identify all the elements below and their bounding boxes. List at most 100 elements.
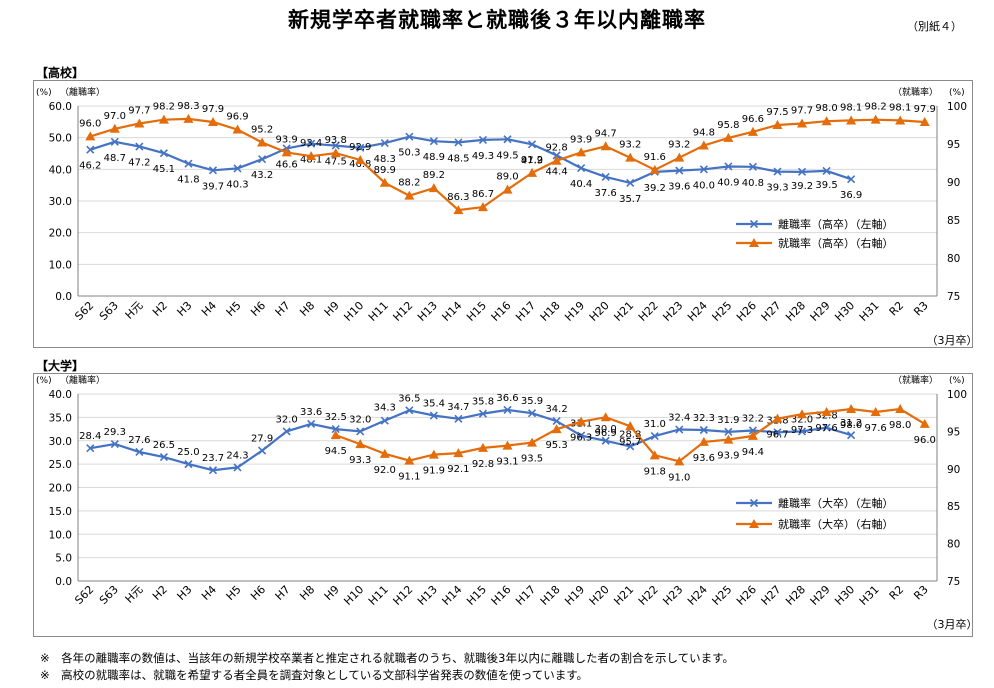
- x-tick-label: R2: [887, 299, 907, 319]
- series-point-0: [724, 162, 733, 171]
- x-tick-label: H23: [660, 299, 685, 324]
- series-point-0: [503, 405, 512, 414]
- data-label: 91.8: [644, 466, 666, 477]
- data-label: 97.5: [766, 107, 788, 118]
- series-point-0: [307, 139, 316, 148]
- y-right-axis-label: （就職率）: [893, 86, 938, 98]
- series-point-1: [134, 118, 145, 128]
- data-label: 93.2: [668, 140, 690, 151]
- x-tick-label: H7: [273, 583, 293, 603]
- series-point-0: [478, 135, 488, 144]
- series-point-1: [772, 120, 783, 129]
- data-label: 95.3: [545, 440, 567, 451]
- data-label: 97.3: [791, 425, 813, 436]
- x-unit-label: （3月卒）: [927, 333, 978, 347]
- series-point-0: [331, 424, 340, 434]
- series-point-0: [307, 419, 316, 428]
- x-tick-label: H8: [297, 583, 317, 603]
- y-left-tick-label: 15.0: [49, 506, 72, 518]
- data-label: 88.2: [398, 178, 420, 189]
- y-left-tick-label: 10.0: [49, 259, 72, 271]
- series-point-0: [675, 425, 684, 434]
- chart-0: 0.0 10.0 20.0 30.0 40.0 50.0 60.0 75 80 85 90 95 100…: [36, 86, 978, 347]
- data-label: 93.6: [693, 453, 715, 464]
- data-label: 86.7: [472, 189, 494, 200]
- series-point-0: [822, 166, 831, 175]
- series-point-1: [576, 147, 587, 157]
- legend-label-0: 離職率（大卒）（左軸）: [778, 496, 894, 510]
- series-point-0: [135, 142, 144, 151]
- series-point-0: [797, 167, 807, 176]
- data-label: 26.5: [153, 440, 175, 451]
- series-point-0: [577, 164, 586, 173]
- data-label: 44.4: [545, 166, 567, 177]
- data-label: 96.9: [595, 428, 617, 439]
- data-label: 93.3: [349, 455, 371, 466]
- data-label: 98.3: [177, 101, 199, 112]
- series-point-1: [379, 448, 390, 458]
- series-point-0: [356, 427, 365, 436]
- series-point-1: [698, 140, 709, 150]
- x-tick-label: H12: [391, 299, 416, 324]
- series-point-1: [551, 424, 562, 434]
- series-point-1: [723, 434, 734, 444]
- series-point-0: [454, 138, 463, 147]
- data-label: 33.6: [300, 407, 322, 418]
- series-point-0: [429, 411, 438, 420]
- series-point-1: [379, 177, 390, 187]
- data-label: 39.3: [766, 183, 788, 194]
- y-right-axis-label: （就職率）: [893, 374, 938, 386]
- x-tick-label: H5: [224, 583, 244, 603]
- data-label: 41.8: [177, 175, 199, 186]
- x-tick-label: H17: [513, 299, 538, 324]
- data-label: 40.0: [693, 180, 715, 191]
- data-label: 47.5: [325, 157, 347, 168]
- y-left-tick-label: 35.0: [49, 412, 72, 424]
- x-tick-label: H23: [660, 583, 685, 608]
- series-point-1: [797, 409, 808, 419]
- data-label: 94.5: [325, 446, 347, 457]
- note-line-2: ※ 高校の就職率は、就職を希望する者全員を調査対象としている文部科学省発表の数値…: [40, 668, 589, 682]
- data-label: 29.3: [104, 427, 126, 438]
- x-tick-label: H29: [808, 299, 833, 324]
- series-point-0: [675, 166, 684, 175]
- series-point-1: [477, 202, 488, 212]
- y-left-tick-label: 0.0: [55, 576, 72, 588]
- x-tick-label: S63: [97, 583, 121, 607]
- series-point-1: [404, 190, 415, 200]
- legend-marker-0: [749, 219, 759, 229]
- data-label: 39.6: [668, 182, 690, 193]
- x-tick-label: H22: [636, 583, 661, 608]
- y-left-axis-label: （離職率）: [60, 374, 105, 386]
- x-tick-label: H26: [734, 583, 759, 608]
- series-point-1: [109, 123, 120, 133]
- data-label: 35.9: [521, 396, 543, 407]
- data-label: 48.1: [300, 155, 322, 166]
- y-left-tick-label: 60.0: [49, 101, 72, 113]
- data-label: 32.5: [325, 412, 347, 423]
- data-label: 31.9: [717, 415, 739, 426]
- series-point-0: [405, 132, 414, 141]
- series-point-0: [405, 406, 414, 415]
- chart-1: 0.0 5.0 10.0 15.0 20.0 25.0 30.0 35.0 40.0 75 80 85…: [36, 374, 978, 631]
- data-label: 32.0: [791, 414, 813, 425]
- x-tick-label: H14: [440, 583, 465, 608]
- series-point-0: [86, 145, 95, 154]
- series-point-0: [380, 416, 389, 425]
- data-label: 91.0: [668, 472, 690, 483]
- y-right-unit: (%): [949, 88, 965, 98]
- data-label: 40.4: [570, 179, 592, 190]
- x-tick-label: H18: [538, 583, 563, 608]
- x-tick-label: H3: [175, 299, 195, 319]
- x-tick-label: H4: [199, 299, 219, 319]
- series-point-1: [453, 205, 464, 215]
- data-label: 34.3: [374, 403, 396, 414]
- data-label: 28.4: [79, 431, 101, 442]
- series-point-1: [330, 430, 341, 440]
- y-right-tick-label: 100: [947, 389, 967, 401]
- data-label: 97.7: [128, 105, 150, 116]
- x-tick-label: H30: [832, 299, 857, 324]
- data-label: 93.9: [275, 134, 297, 145]
- series-point-1: [453, 448, 464, 458]
- data-label: 46.2: [79, 161, 101, 172]
